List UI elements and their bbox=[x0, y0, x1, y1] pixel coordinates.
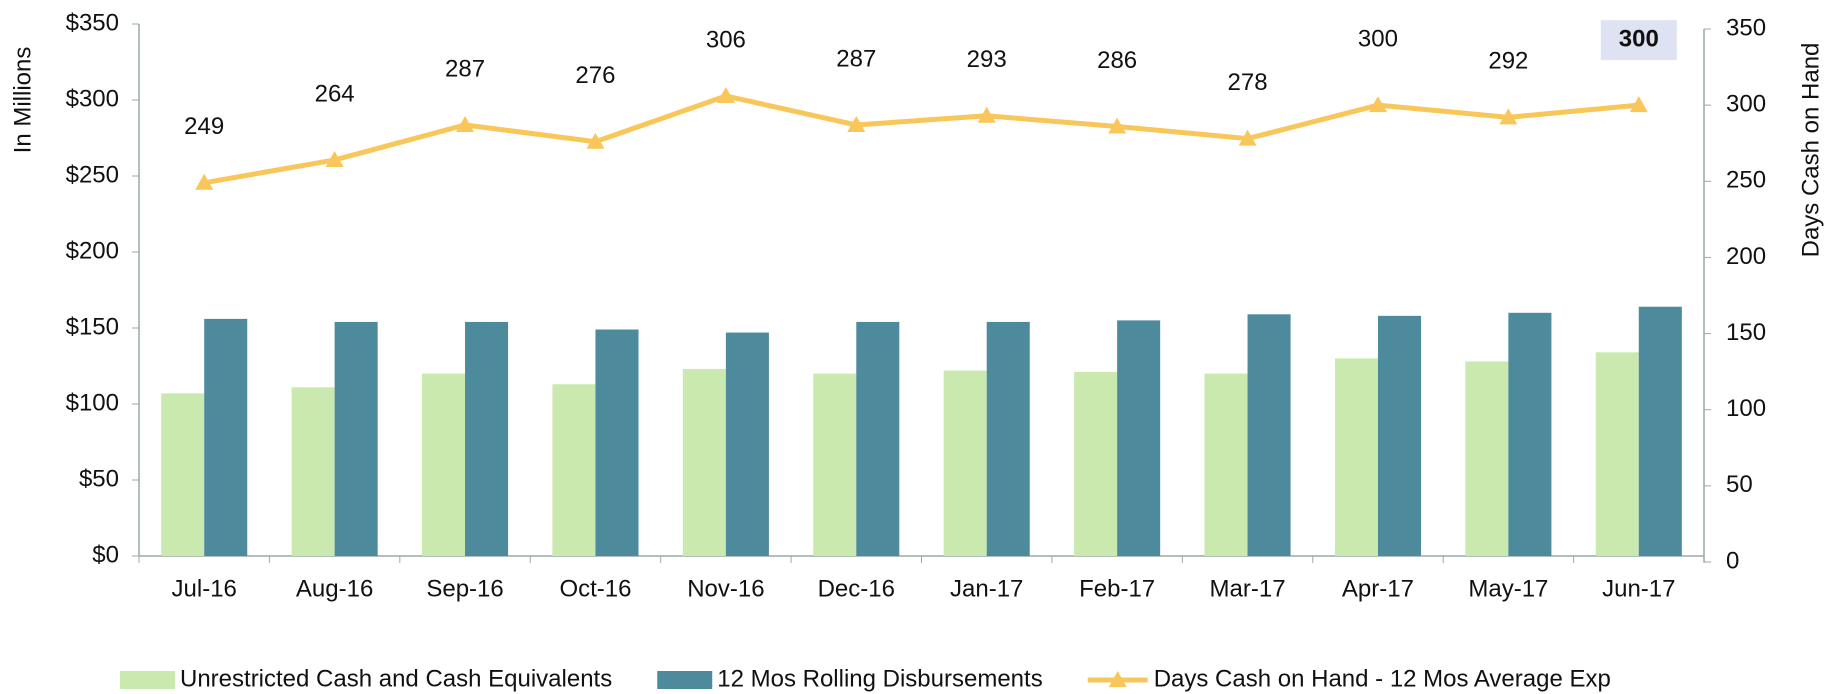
data-label: 287 bbox=[445, 55, 485, 82]
x-tick-label: Sep-16 bbox=[426, 575, 503, 602]
line-marker bbox=[716, 87, 735, 104]
line-marker bbox=[1499, 108, 1518, 125]
y2-tick-label: 0 bbox=[1726, 547, 1739, 574]
bar bbox=[552, 384, 596, 556]
bar bbox=[422, 373, 466, 556]
data-label: 306 bbox=[706, 26, 746, 53]
bar bbox=[1377, 315, 1421, 556]
bar bbox=[1508, 312, 1552, 556]
bar bbox=[1074, 372, 1118, 556]
data-label: 278 bbox=[1228, 69, 1268, 96]
highlight-box bbox=[1600, 20, 1677, 61]
bar bbox=[1465, 361, 1509, 556]
bar bbox=[1117, 320, 1161, 556]
x-tick-label: Feb-17 bbox=[1079, 575, 1155, 602]
y2-axis-title: Days Cash on Hand bbox=[1797, 43, 1824, 258]
bar bbox=[1247, 314, 1291, 556]
x-tick-label: Dec-16 bbox=[818, 575, 895, 602]
line-marker bbox=[1238, 129, 1257, 146]
data-label: 300 bbox=[1619, 25, 1659, 52]
data-label: 292 bbox=[1488, 48, 1528, 75]
data-label: 276 bbox=[575, 62, 615, 89]
line-marker bbox=[325, 150, 344, 167]
bar bbox=[1334, 358, 1378, 556]
x-tick-label: Jul-16 bbox=[172, 575, 237, 602]
legend-label: Unrestricted Cash and Cash Equivalents bbox=[180, 665, 612, 692]
bar bbox=[1204, 373, 1248, 556]
y2-tick-label: 300 bbox=[1726, 90, 1766, 117]
legend-label: Days Cash on Hand - 12 Mos Average Exp bbox=[1154, 665, 1611, 692]
bar bbox=[1595, 352, 1639, 556]
bar bbox=[595, 329, 639, 556]
bar bbox=[291, 387, 335, 556]
y2-tick-label: 250 bbox=[1726, 167, 1766, 194]
data-label: 264 bbox=[315, 80, 355, 107]
line-marker bbox=[977, 106, 996, 123]
y2-tick-label: 150 bbox=[1726, 319, 1766, 346]
y2-tick-label: 200 bbox=[1726, 243, 1766, 270]
line-marker bbox=[1368, 96, 1387, 113]
y2-tick-label: 100 bbox=[1726, 395, 1766, 422]
line-marker bbox=[456, 115, 475, 132]
data-label: 293 bbox=[967, 46, 1007, 73]
bar bbox=[856, 321, 900, 556]
bar bbox=[725, 332, 769, 556]
bar bbox=[161, 393, 205, 556]
legend-swatch bbox=[1108, 671, 1127, 687]
x-tick-label: Aug-16 bbox=[296, 575, 373, 602]
data-label: 286 bbox=[1097, 47, 1137, 74]
x-tick-label: Nov-16 bbox=[687, 575, 764, 602]
data-label: 300 bbox=[1358, 25, 1398, 52]
x-tick-label: Jun-17 bbox=[1602, 575, 1675, 602]
y-tick-label: $200 bbox=[66, 237, 119, 264]
line-marker bbox=[847, 115, 866, 132]
y-tick-label: $350 bbox=[66, 9, 119, 36]
y-tick-label: $250 bbox=[66, 161, 119, 188]
line-marker bbox=[195, 173, 214, 190]
x-tick-label: May-17 bbox=[1468, 575, 1548, 602]
bar bbox=[334, 321, 378, 556]
data-label: 287 bbox=[836, 45, 876, 72]
y-tick-label: $100 bbox=[66, 389, 119, 416]
x-tick-label: Jan-17 bbox=[950, 575, 1023, 602]
legend-label: 12 Mos Rolling Disbursements bbox=[717, 665, 1042, 692]
data-label: 249 bbox=[184, 113, 224, 140]
y-tick-label: $150 bbox=[66, 313, 119, 340]
bar bbox=[943, 370, 987, 556]
line-marker bbox=[1108, 117, 1127, 134]
bar bbox=[465, 321, 509, 556]
y2-tick-label: 350 bbox=[1726, 14, 1766, 41]
x-tick-label: Mar-17 bbox=[1210, 575, 1286, 602]
line-marker bbox=[1629, 96, 1648, 113]
legend-swatch bbox=[657, 671, 713, 689]
bar bbox=[1638, 306, 1682, 556]
legend-swatch bbox=[120, 671, 175, 689]
bar bbox=[986, 321, 1030, 556]
line bbox=[203, 93, 1640, 186]
bar bbox=[682, 369, 726, 556]
bar bbox=[813, 373, 857, 556]
y-tick-label: $50 bbox=[79, 465, 119, 492]
x-tick-label: Oct-16 bbox=[559, 575, 631, 602]
y-tick-label: $300 bbox=[66, 85, 119, 112]
bar bbox=[204, 318, 248, 556]
y-axis-title: In Millions bbox=[9, 47, 36, 154]
y-tick-label: $0 bbox=[92, 541, 119, 568]
line-marker bbox=[586, 132, 605, 149]
y2-tick-label: 50 bbox=[1726, 471, 1753, 498]
x-tick-label: Apr-17 bbox=[1342, 575, 1414, 602]
